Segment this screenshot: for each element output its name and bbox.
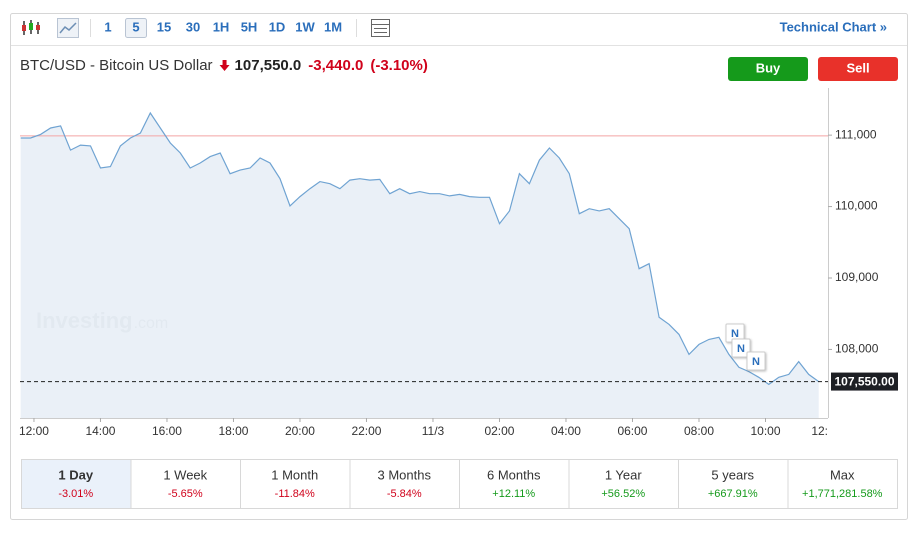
candle-icon[interactable] [22, 20, 40, 35]
period-change: -5.84% [387, 488, 422, 500]
sell-label[interactable]: Sell [846, 60, 869, 75]
period-tab[interactable] [21, 459, 132, 509]
area [20, 113, 819, 418]
period-change: +667.91% [708, 488, 758, 500]
period-label[interactable]: 1 Month [271, 467, 318, 482]
interval[interactable]: 1H [213, 19, 230, 34]
change-percent: (-3.10%) [370, 57, 428, 74]
buy-button[interactable] [728, 57, 808, 81]
y-tick-label: 109,000 [835, 270, 879, 284]
interval[interactable]: 30 [186, 19, 200, 34]
last-price-box [831, 372, 898, 391]
period-change: -3.01% [58, 488, 93, 500]
interval[interactable]: 1W [295, 19, 315, 34]
period-tab[interactable] [787, 459, 898, 509]
x-tick-label: 02:00 [484, 424, 514, 438]
news-label[interactable]: N [731, 328, 739, 340]
period-label[interactable]: 3 Months [378, 467, 432, 482]
x-tick-label: 12: [811, 424, 828, 438]
price: 107,550.0 [235, 57, 302, 74]
period-change: +1,771,281.58% [802, 488, 883, 500]
interval-selected [125, 18, 147, 38]
period-label[interactable]: Max [830, 467, 855, 482]
x-tick-label: 11/3 [422, 424, 445, 438]
technical-chart-link[interactable]: Technical Chart » [780, 19, 887, 34]
period-change: -11.84% [275, 488, 315, 500]
x-tick-label: 04:00 [551, 424, 581, 438]
period-change: +12.11% [492, 488, 535, 500]
news-label[interactable]: N [737, 343, 745, 355]
period-label[interactable]: 5 years [711, 467, 754, 482]
y-tick-label: 111,000 [835, 127, 877, 141]
x-tick-label: 14:00 [85, 424, 115, 438]
line-icon[interactable] [57, 18, 79, 38]
period-tab[interactable] [240, 459, 351, 509]
x-tick-label: 12:00 [19, 424, 49, 438]
period-label[interactable]: 1 Day [58, 467, 93, 482]
sell-button[interactable] [818, 57, 898, 81]
news-marker[interactable] [731, 338, 751, 358]
symbol: BTC/USD - Bitcoin US Dollar [20, 57, 213, 74]
period-tab[interactable] [459, 459, 570, 509]
last-price-label: 107,550.00 [834, 375, 894, 389]
down-arrow [219, 60, 230, 71]
x-tick-label: 08:00 [684, 424, 714, 438]
x-tick-label: 22:00 [351, 424, 381, 438]
change: -3,440.0 [308, 57, 363, 74]
x-tick-label: 06:00 [617, 424, 647, 438]
chart: Investing.comNNN108,000109,000110,000111… [19, 88, 898, 438]
period-label[interactable]: 1 Week [163, 467, 207, 482]
y-tick-label: 110,000 [835, 199, 878, 213]
period-tab[interactable] [568, 459, 679, 509]
interval[interactable]: 1 [104, 19, 111, 34]
buy-label[interactable]: Buy [756, 60, 781, 75]
x-tick-label: 20:00 [285, 424, 315, 438]
interval[interactable]: 1M [324, 19, 342, 34]
plot-area: Investing.com [20, 111, 828, 418]
news-marker[interactable] [746, 351, 766, 371]
interval[interactable]: 1D [269, 19, 286, 34]
period-change: +56.52% [601, 488, 645, 500]
period-tab[interactable] [130, 459, 241, 509]
period-label[interactable]: 1 Year [605, 467, 643, 482]
period-label[interactable]: 6 Months [487, 467, 541, 482]
x-tick-label: 10:00 [750, 424, 780, 438]
news-label[interactable]: N [752, 356, 760, 368]
period-tabs: 1 Day -3.01% 1 Week -5.65% 1 Month -11.84% 3 M… [21, 459, 898, 509]
period-tab[interactable] [678, 459, 789, 509]
period-tab[interactable] [349, 459, 460, 509]
interval[interactable]: 5H [241, 19, 258, 34]
price-line [20, 111, 820, 386]
interval-buttons: 1 5 15 30 1H 5H 1D 1W 1M [104, 18, 342, 38]
x-tick-label: 18:00 [218, 424, 248, 438]
interval[interactable]: 15 [157, 19, 171, 34]
table-icon[interactable] [371, 19, 390, 37]
period-change: -5.65% [168, 488, 203, 500]
y-tick-label: 108,000 [835, 342, 879, 356]
x-tick-label: 16:00 [152, 424, 182, 438]
interval[interactable]: 5 [132, 19, 139, 34]
